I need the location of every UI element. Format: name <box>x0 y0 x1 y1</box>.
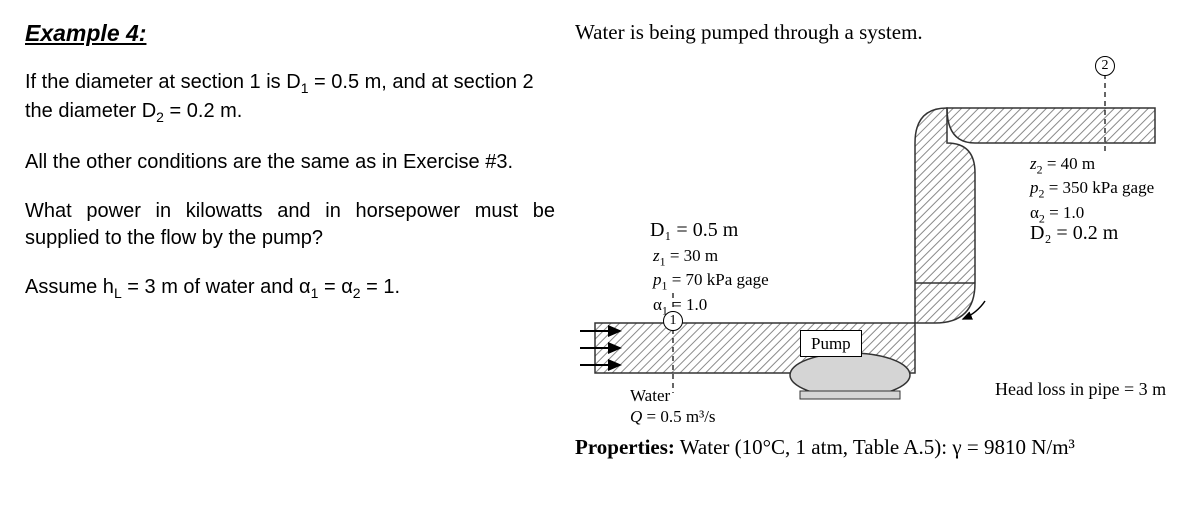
p4-text-a: Assume h <box>25 276 114 298</box>
figure-panel: Water is being pumped through a system. <box>575 20 1175 460</box>
section-1-data: z1 = 30 m p1 = 70 kPa gage α1 = 1.0 <box>653 245 769 318</box>
water-text: Water <box>630 385 716 406</box>
figure-caption: Water is being pumped through a system. <box>575 20 1175 45</box>
properties-label: Properties: <box>575 435 675 459</box>
head-loss-label: Head loss in pipe = 3 m <box>995 378 1166 401</box>
section-2-marker: 2 <box>1095 53 1115 76</box>
problem-text: Example 4: If the diameter at section 1 … <box>25 20 555 460</box>
d1-label: D₁ = 0.5 m <box>650 218 738 243</box>
example-title: Example 4: <box>25 20 555 47</box>
paragraph-3: What power in kilowatts and in horsepowe… <box>25 198 555 252</box>
inlet-label: Water Q = 0.5 m³/s <box>630 385 716 428</box>
properties-line: Properties: Water (10°C, 1 atm, Table A.… <box>575 435 1175 460</box>
section-2-data: z2 = 40 m p2 = 350 kPa gage α2 = 1.0 <box>1030 153 1154 226</box>
circle-2-icon: 2 <box>1095 56 1115 76</box>
properties-text: Water (10°C, 1 atm, Table A.5): γ = 9810… <box>675 435 1075 459</box>
p4-text-b: = 3 m of water and α <box>122 276 311 298</box>
d2-label: D₂ = 0.2 m <box>1030 221 1118 246</box>
pump-diagram: 2 z2 = 40 m p2 = 350 kPa gage α2 = 1.0 D… <box>575 53 1175 423</box>
p4-text-d: = 1. <box>361 276 400 298</box>
p4-text-c: = α <box>318 276 352 298</box>
paragraph-4: Assume hL = 3 m of water and α1 = α2 = 1… <box>25 274 555 303</box>
sub-a2: 2 <box>353 285 361 301</box>
sub-L: L <box>114 285 122 301</box>
p1-text-a: If the diameter at section 1 is D <box>25 71 301 93</box>
pump-text: Pump <box>800 330 862 357</box>
paragraph-1: If the diameter at section 1 is D1 = 0.5… <box>25 69 555 127</box>
sub-2: 2 <box>156 109 164 125</box>
paragraph-2: All the other conditions are the same as… <box>25 149 555 176</box>
p1-text-c: = 0.2 m. <box>164 100 242 122</box>
pump-label: Pump <box>800 333 862 354</box>
section-1-marker: 1 <box>663 308 683 331</box>
circle-1-icon: 1 <box>663 311 683 331</box>
